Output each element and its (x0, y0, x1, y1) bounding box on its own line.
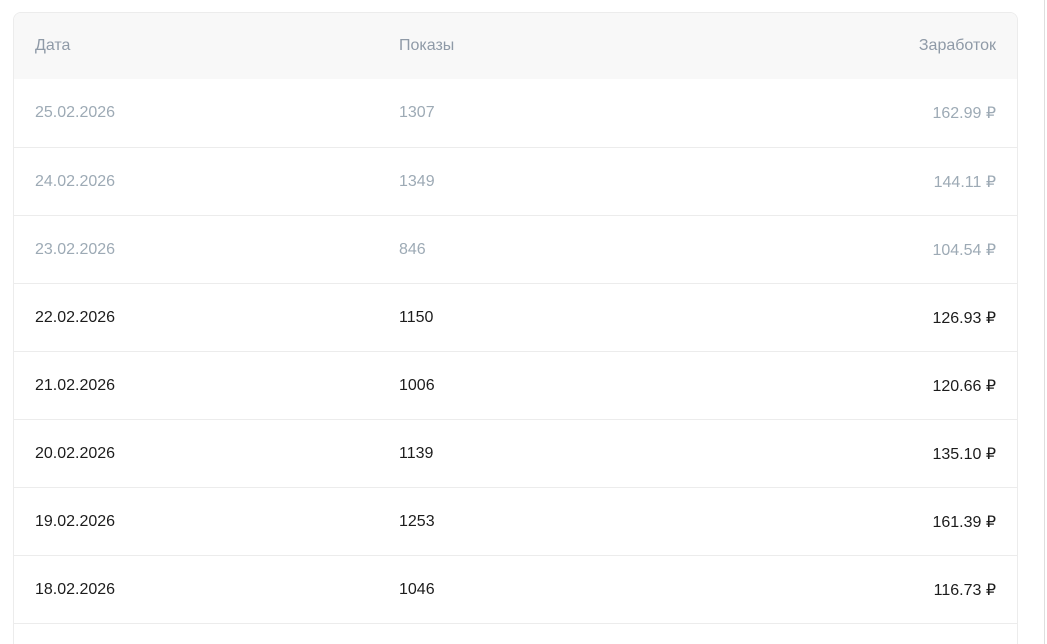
table-row: 25.02.2026 1307 162.99 ₽ (14, 79, 1017, 147)
cell-earnings: 135.10 ₽ (932, 445, 996, 463)
cell-date: 23.02.2026 (35, 240, 116, 258)
table-row: 23.02.2026 846 104.54 ₽ (14, 215, 1017, 283)
page-edge-divider (1044, 0, 1045, 644)
column-header-impressions: Показы (399, 37, 455, 54)
table-row: 21.02.2026 1006 120.66 ₽ (14, 351, 1017, 419)
cell-date: 25.02.2026 (35, 104, 116, 121)
cell-date: 22.02.2026 (35, 308, 116, 326)
table-row: 18.02.2026 1046 116.73 ₽ (14, 555, 1017, 623)
cell-earnings: 116.73 ₽ (933, 581, 996, 599)
cell-date: 19.02.2026 (35, 512, 116, 530)
column-header-date: Дата (35, 37, 71, 54)
cell-impressions: 1349 (399, 172, 435, 190)
cell-earnings: 104.54 ₽ (932, 241, 996, 259)
earnings-table-card: Дата Показы Заработок 25.02.2026 1307 162.… (13, 12, 1018, 644)
cell-impressions: 1253 (399, 512, 435, 530)
cell-impressions: 1046 (399, 580, 435, 598)
cell-impressions: 1139 (399, 444, 434, 462)
cell-earnings: 120.66 ₽ (932, 377, 996, 395)
cell-impressions: 1307 (399, 104, 435, 121)
column-header-earnings: Заработок (918, 37, 996, 54)
table-row: 22.02.2026 1150 126.93 ₽ (14, 283, 1017, 351)
table-header-row: Дата Показы Заработок (14, 13, 1017, 79)
cell-date: 24.02.2026 (35, 172, 116, 190)
cell-date: 21.02.2026 (35, 376, 116, 394)
cell-earnings: 162.99 ₽ (932, 105, 996, 122)
cell-earnings: 126.93 ₽ (932, 309, 996, 327)
cell-impressions: 1150 (399, 308, 434, 326)
cell-impressions: 1006 (399, 376, 435, 394)
cell-impressions: 846 (399, 240, 426, 258)
cell-earnings: 144.11 ₽ (933, 173, 996, 191)
cell-earnings: 161.39 ₽ (932, 513, 996, 531)
earnings-table-body: 25.02.2026 1307 162.99 ₽ 24.02.2026 1349 144.… (14, 79, 1017, 623)
table-row: 20.02.2026 1139 135.10 ₽ (14, 419, 1017, 487)
table-row: 24.02.2026 1349 144.11 ₽ (14, 147, 1017, 215)
partial-next-row (14, 623, 1017, 644)
cell-date: 20.02.2026 (35, 444, 116, 462)
table-row: 19.02.2026 1253 161.39 ₽ (14, 487, 1017, 555)
cell-date: 18.02.2026 (35, 580, 116, 598)
